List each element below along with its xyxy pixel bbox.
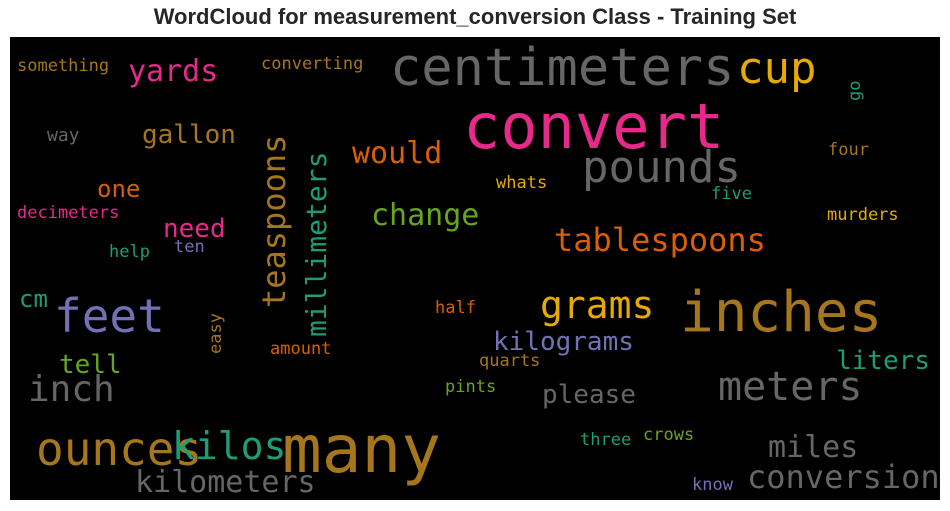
word-something: something [17,56,110,76]
word-way: way [47,125,80,146]
word-ten: ten [174,237,205,257]
chart-title: WordCloud for measurement_conversion Cla… [153,4,797,29]
word-cloud: convert many centimeters inches pounds f… [10,37,940,500]
word-kilos: kilos [172,424,287,468]
word-pounds: pounds [582,142,741,193]
word-inches: inches [680,280,883,345]
word-tablespoons: tablespoons [554,221,766,259]
word-gallon: gallon [142,120,236,150]
word-grams: grams [540,283,655,327]
word-kilograms: kilograms [493,327,634,357]
word-ounces: ounces [36,422,203,476]
word-would: would [352,136,443,171]
word-crows: crows [643,425,695,445]
word-decimeters: decimeters [17,203,120,223]
word-many: many [282,411,441,488]
word-please: please [542,380,636,410]
word-conversion: conversion [747,458,940,496]
word-amount: amount [270,339,332,359]
word-four: four [828,140,869,160]
word-half: half [435,298,476,318]
word-cup: cup [737,43,817,94]
word-one: one [97,175,141,203]
word-go: go [845,80,865,101]
word-converting: converting [261,54,364,74]
word-kilometers: kilometers [135,465,316,500]
word-meters: meters [718,364,863,410]
word-pints: pints [445,377,497,397]
word-quarts: quarts [479,351,541,371]
word-murders: murders [827,205,899,225]
word-liters: liters [836,346,930,376]
word-easy: easy [206,313,226,354]
word-teaspoons: teaspoons [255,134,293,308]
word-tell: tell [59,350,122,380]
word-centimeters: centimeters [390,38,735,98]
word-cm: cm [19,285,48,313]
word-inch: inch [28,369,115,410]
word-millimeters: millimeters [300,151,333,337]
word-three: three [580,430,632,450]
word-help: help [109,242,150,262]
word-yards: yards [128,54,219,89]
word-need: need [163,214,226,244]
word-convert: convert [463,90,725,163]
word-change: change [371,198,480,233]
word-feet: feet [54,289,165,343]
word-miles: miles [768,430,859,465]
word-whats: whats [496,173,548,193]
word-five: five [711,184,752,204]
word-know: know [692,475,733,495]
